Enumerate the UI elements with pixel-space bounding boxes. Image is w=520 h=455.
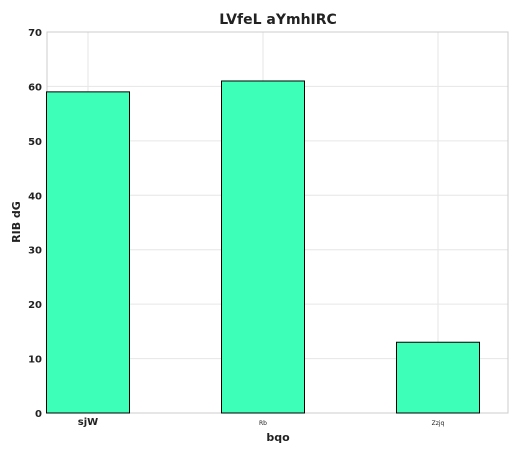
y-axis-ticks: 0 10 20 30 40 50 60 70 [28,28,42,420]
y-tick-label: 10 [28,355,42,366]
x-axis-ticks: sjW Rb Zzjq [78,417,445,428]
y-tick-label: 20 [28,300,42,311]
y-tick-label: 50 [28,137,42,148]
y-tick-label: 30 [28,246,42,257]
bar-Zzjq [396,341,480,414]
bars [46,80,480,414]
x-tick-label: sjW [78,417,98,428]
x-tick-label: Zzjq [432,420,445,427]
bar-sjW [46,91,130,414]
chart-title: LVfeL aYmhIRC [219,12,337,28]
x-axis-label: bqo [266,431,290,444]
bar-Rb [221,80,305,414]
y-tick-label: 70 [28,28,42,39]
y-tick-label: 60 [28,82,42,93]
y-tick-label: 0 [35,409,42,420]
y-axis-label: RIB dG [10,201,23,243]
y-tick-label: 40 [28,191,42,202]
x-tick-label: Rb [259,420,267,427]
